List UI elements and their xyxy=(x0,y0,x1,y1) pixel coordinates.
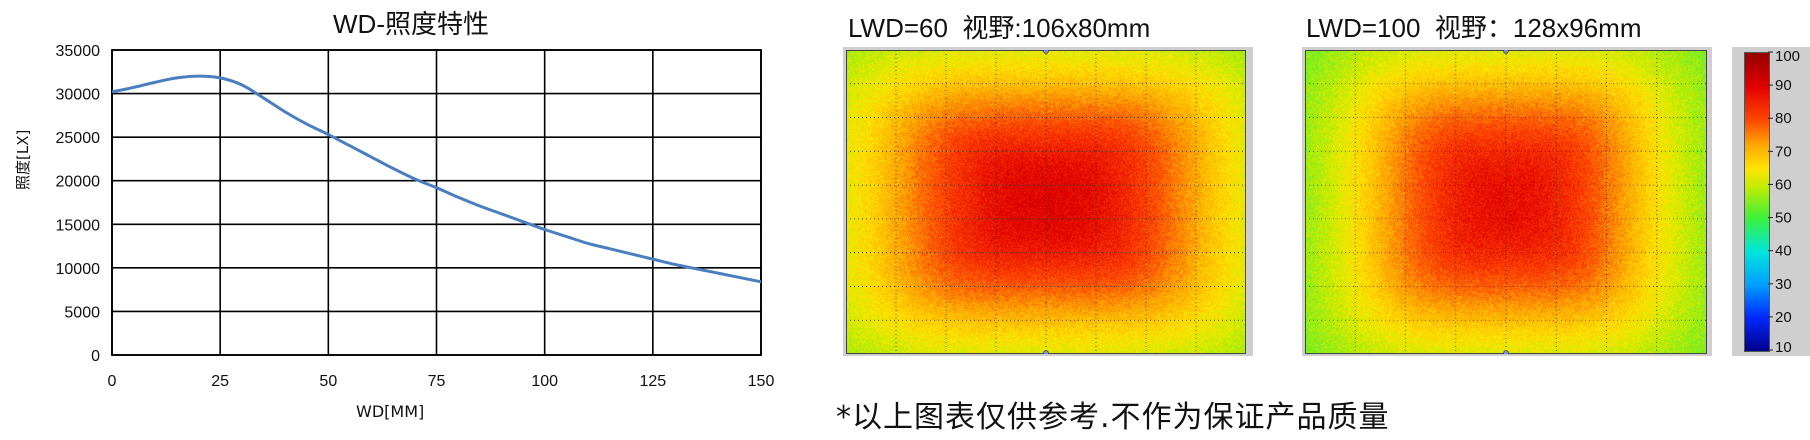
colorbar-frame: 100 90 80 70 60 50 40 30 20 10 xyxy=(1732,47,1810,356)
x-tick-label: 25 xyxy=(211,373,229,390)
y-tick-label: 10000 xyxy=(56,261,101,278)
y-tick-label: 35000 xyxy=(56,43,101,60)
y-tick-label: 30000 xyxy=(56,87,101,104)
colorbar-ticks: 100 90 80 70 60 50 40 30 20 10 xyxy=(1768,48,1800,356)
line-chart-title: WD-照度特性 xyxy=(333,9,489,39)
center-marker xyxy=(1043,350,1049,354)
colorbar-tick-label: 10 xyxy=(1775,339,1792,356)
x-tick-label: 150 xyxy=(748,373,775,390)
series-line xyxy=(111,74,762,284)
line-chart-xlabel: WD[MM] xyxy=(356,402,425,421)
colorbar-tick-label: 100 xyxy=(1775,48,1800,65)
heatmap-1-title: LWD=60 视野:106x80mm xyxy=(848,13,1151,43)
footnote: *以上图表仅供参考.不作为保证产品质量 xyxy=(836,400,1390,435)
colorbar xyxy=(1744,52,1770,352)
center-marker xyxy=(1043,50,1049,54)
colorbar-tick-label: 20 xyxy=(1775,309,1792,326)
colorbar-tick-label: 80 xyxy=(1775,110,1792,127)
x-tick-label: 50 xyxy=(319,373,337,390)
x-tick-label: 75 xyxy=(428,373,446,390)
y-tick-label: 25000 xyxy=(56,130,101,147)
heatmap-2-title: LWD=100 视野：128x96mm xyxy=(1306,13,1642,43)
heatmap-1-frame xyxy=(843,47,1253,356)
line-chart: 0 5000 10000 15000 20000 25000 30000 35000 0 25 50… xyxy=(56,43,775,390)
x-tick-label: 100 xyxy=(531,373,558,390)
colorbar-tick-label: 60 xyxy=(1775,176,1792,193)
y-tick-label: 15000 xyxy=(56,217,101,234)
y-tick-label: 5000 xyxy=(64,304,100,321)
x-tick-label: 125 xyxy=(639,373,666,390)
heatmap-2-frame xyxy=(1302,47,1712,356)
y-tick-label: 20000 xyxy=(56,174,101,191)
y-tick-label: 0 xyxy=(91,348,100,365)
heatmap-2-grid xyxy=(1305,50,1707,354)
colorbar-tick-label: 30 xyxy=(1775,276,1792,293)
center-marker xyxy=(1503,50,1509,54)
plot-frame xyxy=(111,49,762,356)
heatmap-1-grid xyxy=(846,50,1246,354)
center-marker xyxy=(1503,350,1509,354)
colorbar-tick-label: 50 xyxy=(1775,210,1792,227)
colorbar-tick-label: 90 xyxy=(1775,77,1792,94)
colorbar-tick-label: 40 xyxy=(1775,243,1792,260)
colorbar-tick-label: 70 xyxy=(1775,143,1792,160)
x-tick-label: 0 xyxy=(108,373,117,390)
